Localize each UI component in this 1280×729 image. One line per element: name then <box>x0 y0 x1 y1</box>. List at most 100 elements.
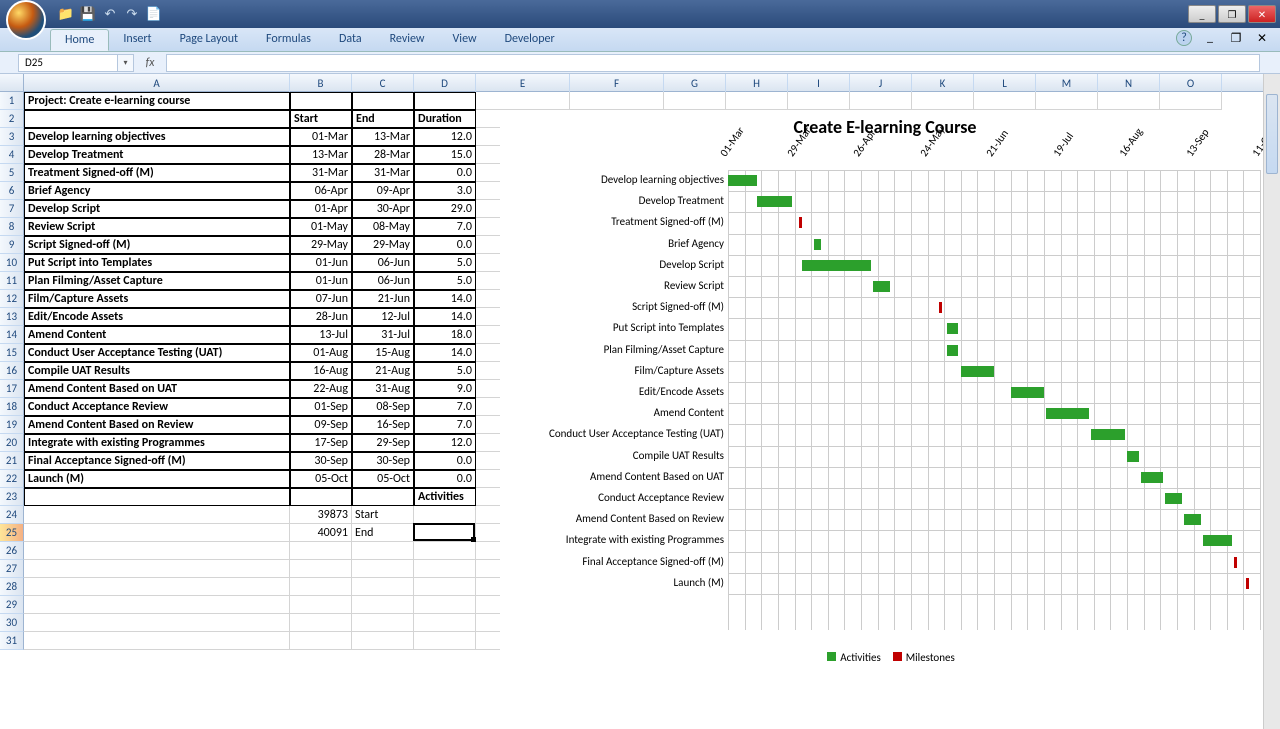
cell-D15[interactable]: 14.0 <box>414 344 476 362</box>
cell-A16[interactable]: Compile UAT Results <box>24 362 290 380</box>
cell-A9[interactable]: Script Signed-off (M) <box>24 236 290 254</box>
tab-review[interactable]: Review <box>376 29 439 51</box>
qat-open-icon[interactable]: 📁 <box>58 6 74 22</box>
cell-B4[interactable]: 13-Mar <box>290 146 352 164</box>
col-header-I[interactable]: I <box>788 74 850 92</box>
cell-A19[interactable]: Amend Content Based on Review <box>24 416 290 434</box>
row-header-24[interactable]: 24 <box>0 506 24 524</box>
cell-A11[interactable]: Plan Filming/Asset Capture <box>24 272 290 290</box>
row-header-23[interactable]: 23 <box>0 488 24 506</box>
cell-A3[interactable]: Develop learning objectives <box>24 128 290 146</box>
cell-B8[interactable]: 01-May <box>290 218 352 236</box>
col-header-O[interactable]: O <box>1160 74 1222 92</box>
col-header-H[interactable]: H <box>726 74 788 92</box>
col-header-B[interactable]: B <box>290 74 352 92</box>
cell-C19[interactable]: 16-Sep <box>352 416 414 434</box>
row-header-11[interactable]: 11 <box>0 272 24 290</box>
cell-C21[interactable]: 30-Sep <box>352 452 414 470</box>
row-header-13[interactable]: 13 <box>0 308 24 326</box>
cell-C11[interactable]: 06-Jun <box>352 272 414 290</box>
row-header-29[interactable]: 29 <box>0 596 24 614</box>
cell-D9[interactable]: 0.0 <box>414 236 476 254</box>
cell-A12[interactable]: Film/Capture Assets <box>24 290 290 308</box>
cell-A6[interactable]: Brief Agency <box>24 182 290 200</box>
row-header-22[interactable]: 22 <box>0 470 24 488</box>
col-header-N[interactable]: N <box>1098 74 1160 92</box>
cell-B6[interactable]: 06-Apr <box>290 182 352 200</box>
row-header-19[interactable]: 19 <box>0 416 24 434</box>
row-header-17[interactable]: 17 <box>0 380 24 398</box>
cell-A17[interactable]: Amend Content Based on UAT <box>24 380 290 398</box>
cell-B21[interactable]: 30-Sep <box>290 452 352 470</box>
tab-insert[interactable]: Insert <box>109 29 165 51</box>
col-header-C[interactable]: C <box>352 74 414 92</box>
cell-A7[interactable]: Develop Script <box>24 200 290 218</box>
cell-D16[interactable]: 5.0 <box>414 362 476 380</box>
select-all-corner[interactable] <box>0 74 24 92</box>
cell-D23[interactable]: Activities <box>414 488 476 506</box>
cell-C5[interactable]: 31-Mar <box>352 164 414 182</box>
row-header-27[interactable]: 27 <box>0 560 24 578</box>
col-header-J[interactable]: J <box>850 74 912 92</box>
gantt-chart[interactable]: Create E-learning Course01-Mar29-Mar26-A… <box>500 110 1270 670</box>
cell-A14[interactable]: Amend Content <box>24 326 290 344</box>
cell-C25[interactable]: End <box>352 524 414 542</box>
cell-D6[interactable]: 3.0 <box>414 182 476 200</box>
col-header-M[interactable]: M <box>1036 74 1098 92</box>
ribbon-close-icon[interactable]: ✕ <box>1254 30 1270 46</box>
qat-save-icon[interactable]: 💾 <box>80 6 96 22</box>
cell-C15[interactable]: 15-Aug <box>352 344 414 362</box>
cell-D14[interactable]: 18.0 <box>414 326 476 344</box>
tab-formulas[interactable]: Formulas <box>252 29 325 51</box>
cell-D12[interactable]: 14.0 <box>414 290 476 308</box>
cell-B24[interactable]: 39873 <box>290 506 352 524</box>
cell-C3[interactable]: 13-Mar <box>352 128 414 146</box>
cell-C1[interactable] <box>352 92 414 110</box>
cell-A8[interactable]: Review Script <box>24 218 290 236</box>
col-header-F[interactable]: F <box>570 74 664 92</box>
cell-A15[interactable]: Conduct User Acceptance Testing (UAT) <box>24 344 290 362</box>
cell-D1[interactable] <box>414 92 476 110</box>
cell-A18[interactable]: Conduct Acceptance Review <box>24 398 290 416</box>
cell-B2[interactable]: Start <box>290 110 352 128</box>
minimize-button[interactable]: _ <box>1188 5 1216 23</box>
name-box-dropdown[interactable]: ▾ <box>118 54 134 72</box>
cell-B20[interactable]: 17-Sep <box>290 434 352 452</box>
help-icon[interactable]: ? <box>1176 30 1192 46</box>
cell-C9[interactable]: 29-May <box>352 236 414 254</box>
row-header-15[interactable]: 15 <box>0 344 24 362</box>
maximize-button[interactable]: ❐ <box>1218 5 1246 23</box>
row-header-28[interactable]: 28 <box>0 578 24 596</box>
cell-C13[interactable]: 12-Jul <box>352 308 414 326</box>
cell-A4[interactable]: Develop Treatment <box>24 146 290 164</box>
row-header-8[interactable]: 8 <box>0 218 24 236</box>
scrollbar-thumb[interactable] <box>1266 94 1278 174</box>
cell-A2[interactable] <box>24 110 290 128</box>
col-header-L[interactable]: L <box>974 74 1036 92</box>
cell-C6[interactable]: 09-Apr <box>352 182 414 200</box>
cell-D4[interactable]: 15.0 <box>414 146 476 164</box>
cell-C24[interactable]: Start <box>352 506 414 524</box>
tab-page-layout[interactable]: Page Layout <box>166 29 252 51</box>
cell-B12[interactable]: 07-Jun <box>290 290 352 308</box>
cell-B13[interactable]: 28-Jun <box>290 308 352 326</box>
row-header-26[interactable]: 26 <box>0 542 24 560</box>
cell-B10[interactable]: 01-Jun <box>290 254 352 272</box>
cell-D21[interactable]: 0.0 <box>414 452 476 470</box>
row-header-2[interactable]: 2 <box>0 110 24 128</box>
cell-C10[interactable]: 06-Jun <box>352 254 414 272</box>
cell-A10[interactable]: Put Script into Templates <box>24 254 290 272</box>
row-header-3[interactable]: 3 <box>0 128 24 146</box>
cell-D8[interactable]: 7.0 <box>414 218 476 236</box>
cell-B16[interactable]: 16-Aug <box>290 362 352 380</box>
row-header-21[interactable]: 21 <box>0 452 24 470</box>
cell-C16[interactable]: 21-Aug <box>352 362 414 380</box>
cell-grid[interactable]: Project: Create e-learning courseStartEn… <box>24 92 1280 729</box>
cell-B25[interactable]: 40091 <box>290 524 352 542</box>
row-header-12[interactable]: 12 <box>0 290 24 308</box>
cell-D10[interactable]: 5.0 <box>414 254 476 272</box>
ribbon-restore-icon[interactable]: ❐ <box>1228 30 1244 46</box>
cell-B17[interactable]: 22-Aug <box>290 380 352 398</box>
col-header-D[interactable]: D <box>414 74 476 92</box>
cell-C18[interactable]: 08-Sep <box>352 398 414 416</box>
